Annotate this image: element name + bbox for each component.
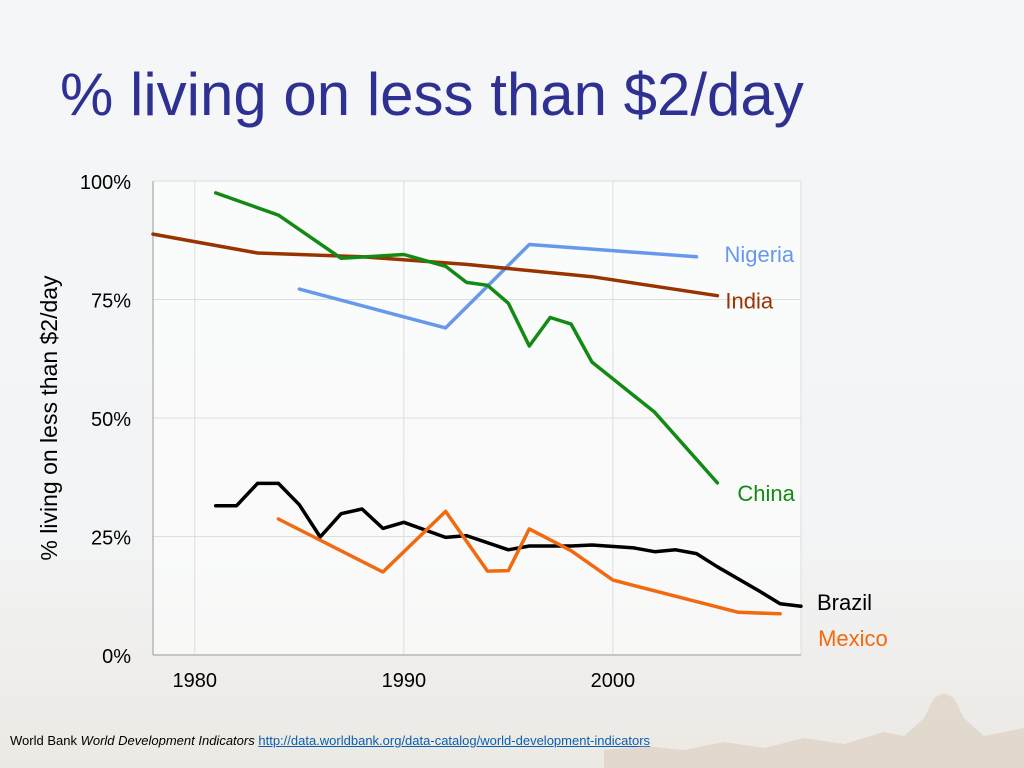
x-tick-label: 1980 xyxy=(173,670,218,692)
series-label-china: China xyxy=(737,481,795,506)
y-tick-label: 75% xyxy=(91,291,131,313)
axes xyxy=(152,181,801,656)
x-tick-label: 1990 xyxy=(382,670,427,692)
series-label-brazil: Brazil xyxy=(817,590,872,615)
y-tick-label: 100% xyxy=(80,172,131,194)
y-tick-labels: 0% 25% 50% 75% 100% xyxy=(80,172,131,668)
series-label-india: India xyxy=(725,289,773,314)
series-line-china xyxy=(213,191,720,485)
source-footer: World Bank World Development Indicators … xyxy=(10,733,650,748)
series-labels: Nigeria India China Brazil Mexico xyxy=(724,242,887,651)
series-line-brazil xyxy=(213,481,803,608)
footer-report: World Development Indicators xyxy=(80,733,255,748)
y-tick-label: 25% xyxy=(91,528,131,550)
x-tick-label: 2000 xyxy=(591,670,636,692)
y-tick-label: 0% xyxy=(102,646,131,668)
footer-source: World Bank xyxy=(10,733,77,748)
slide-title: % living on less than $2/day xyxy=(60,61,804,128)
y-axis-label: % living on less than $2/day xyxy=(36,275,62,561)
series-line-mexico xyxy=(276,509,782,616)
footer-link[interactable]: http://data.worldbank.org/data-catalog/w… xyxy=(258,733,651,748)
series-line-india xyxy=(151,232,720,298)
series-lines xyxy=(151,191,803,616)
x-tick-labels: 1980 1990 2000 xyxy=(173,670,636,692)
y-tick-label: 50% xyxy=(91,409,131,431)
series-label-nigeria: Nigeria xyxy=(724,242,794,267)
series-label-mexico: Mexico xyxy=(818,626,888,651)
